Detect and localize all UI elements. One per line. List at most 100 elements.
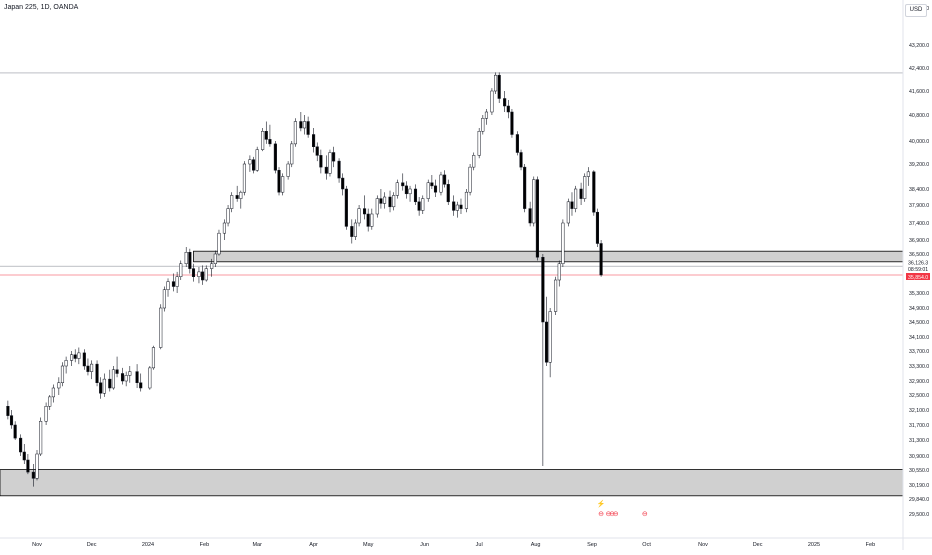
y-tick-label: 30,550.0 [909, 468, 929, 474]
candle-body [204, 268, 208, 281]
candle-body [472, 155, 476, 168]
price-label: 36,126.3 [908, 260, 928, 266]
candle-body [443, 174, 447, 185]
y-tick-label: 31,300.0 [909, 438, 929, 444]
candle-body [392, 195, 396, 208]
candle-body [515, 134, 519, 153]
candle-body [213, 253, 217, 264]
candle-body [426, 182, 430, 199]
y-tick-label: 38,400.0 [909, 187, 929, 193]
candle-body [312, 134, 316, 147]
candle-body [162, 289, 166, 309]
x-tick-label: Dec [87, 542, 97, 548]
candle-body [293, 121, 297, 145]
currency-button[interactable]: USD [905, 4, 927, 17]
event-marker: ⊖ [642, 511, 648, 518]
candle-body [235, 195, 239, 199]
y-tick-label: 34,100.0 [909, 335, 929, 341]
support-zone [0, 469, 904, 497]
price-label-bg [906, 258, 930, 266]
candle-body [544, 321, 549, 363]
candle-body [222, 222, 226, 234]
candle-body [337, 160, 341, 179]
candle-body [139, 382, 143, 389]
candle-body [184, 252, 188, 264]
candle-body [22, 451, 26, 461]
candle-body [477, 131, 481, 156]
y-tick-label: 32,500.0 [909, 393, 929, 399]
candle-body [48, 396, 52, 407]
y-tick-label: 43,200.0 [909, 43, 929, 49]
candle-body [115, 369, 119, 374]
candle-body [332, 152, 336, 162]
candle-body [286, 163, 290, 177]
candle-body [421, 198, 425, 211]
candle-body [281, 176, 285, 193]
candle-body [277, 170, 281, 193]
candle-body [179, 263, 183, 277]
candle-body [251, 159, 256, 171]
candle-body [171, 281, 176, 287]
x-tick-label: Jul [476, 542, 483, 548]
candle-body [535, 179, 539, 258]
x-tick-label: Feb [200, 542, 209, 548]
candle-body [324, 166, 328, 174]
candle-body [561, 222, 565, 264]
candle-body [401, 182, 405, 187]
candle-body [102, 378, 106, 394]
candle-body [586, 171, 590, 177]
y-tick-label: 40,800.0 [909, 113, 929, 119]
candle-body [261, 131, 265, 150]
candle-body [197, 271, 201, 277]
candle-body [510, 111, 514, 135]
candle-body [439, 174, 443, 193]
x-tick-label: Apr [309, 542, 318, 548]
candle-body [557, 263, 561, 281]
candle-body [541, 257, 545, 323]
candle-body [328, 152, 332, 174]
x-tick-label: Jun [420, 542, 429, 548]
candle-body [430, 182, 434, 187]
candle-body [497, 74, 501, 99]
candle-body [484, 111, 489, 119]
y-tick-label: 31,700.0 [909, 423, 929, 429]
candle-body [459, 204, 463, 209]
candle-body [503, 98, 507, 107]
x-tick-label: Sep [587, 542, 597, 548]
candle-body [290, 143, 294, 165]
x-tick-label: Oct [642, 542, 651, 548]
candle-body [302, 121, 307, 129]
candle-body [31, 471, 35, 479]
candle-body [595, 211, 600, 244]
candle-body [90, 363, 94, 372]
candle-body [583, 176, 587, 199]
candle-body [95, 363, 99, 383]
x-tick-label: Aug [531, 542, 541, 548]
candle-body [201, 271, 205, 281]
candle-body [315, 146, 319, 156]
candle-body [19, 437, 23, 453]
candle-body [532, 179, 536, 224]
candle-body [306, 121, 310, 135]
y-tick-label: 34,900.0 [909, 306, 929, 312]
candle-body [592, 171, 596, 213]
candle-body [554, 279, 558, 312]
candle-body [128, 371, 132, 376]
candle-body [64, 360, 68, 367]
candle-body [239, 191, 243, 199]
candle-body [408, 188, 412, 195]
candle-body [188, 252, 192, 269]
candle-body [375, 198, 379, 215]
candle-body [82, 352, 86, 367]
candle-body [388, 196, 392, 208]
candle-body [395, 182, 399, 196]
candle-body [73, 354, 77, 359]
y-tick-label: 32,100.0 [909, 408, 929, 414]
candle-body [299, 121, 303, 129]
candle-body [528, 208, 532, 224]
x-tick-label: Nov [32, 542, 42, 548]
x-tick-label: Feb [866, 542, 875, 548]
candle-body [481, 118, 485, 132]
candle-body [175, 276, 179, 287]
